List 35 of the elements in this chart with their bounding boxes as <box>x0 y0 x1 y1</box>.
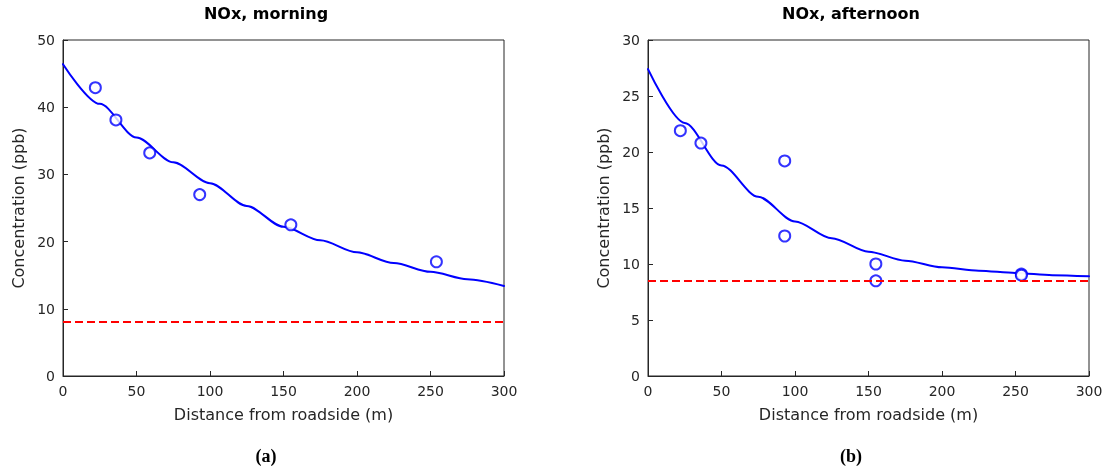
text: (b) <box>840 446 863 467</box>
x-tick-label: 150 <box>855 383 882 399</box>
x-tick-label: 50 <box>712 383 731 399</box>
x-tick-label: 0 <box>58 383 68 399</box>
x-tick-label: 200 <box>928 383 956 399</box>
x-tick-label: 250 <box>417 383 444 399</box>
y-tick-label: 50 <box>37 32 55 48</box>
y-tick-label: 20 <box>622 144 640 160</box>
x-axis-title: Distance from roadside (m) <box>173 404 394 424</box>
text: (a) <box>255 446 277 467</box>
x-tick-label: 250 <box>1002 383 1029 399</box>
y-tick-label: 25 <box>622 88 640 104</box>
chart-title: NOx, morning <box>203 3 329 23</box>
y-axis-title: Concentration (ppb) <box>8 127 28 289</box>
x-tick-label: 50 <box>127 383 146 399</box>
x-tick-label: 200 <box>343 383 371 399</box>
y-tick-label: 30 <box>622 32 640 48</box>
y-tick-label: 0 <box>46 368 55 384</box>
y-tick-label: 30 <box>37 166 55 183</box>
y-tick-label: 10 <box>622 256 640 272</box>
x-tick-label: 0 <box>643 383 653 399</box>
y-tick-label: 40 <box>37 99 55 116</box>
y-axis-title: Concentration (ppb) <box>593 127 613 289</box>
y-tick-label: 20 <box>37 233 55 250</box>
y-tick-label: 5 <box>631 312 640 328</box>
x-tick-label: 100 <box>781 383 809 399</box>
x-axis-title: Distance from roadside (m) <box>758 404 979 424</box>
x-tick-label: 300 <box>1075 383 1103 399</box>
x-tick-label: 150 <box>270 383 297 399</box>
chart-title: NOx, afternoon <box>782 3 920 23</box>
y-tick-label: 10 <box>37 300 55 317</box>
y-tick-label: 0 <box>631 368 640 384</box>
y-tick-label: 15 <box>622 200 640 216</box>
x-tick-label: 300 <box>490 383 518 399</box>
x-tick-label: 100 <box>196 383 224 399</box>
